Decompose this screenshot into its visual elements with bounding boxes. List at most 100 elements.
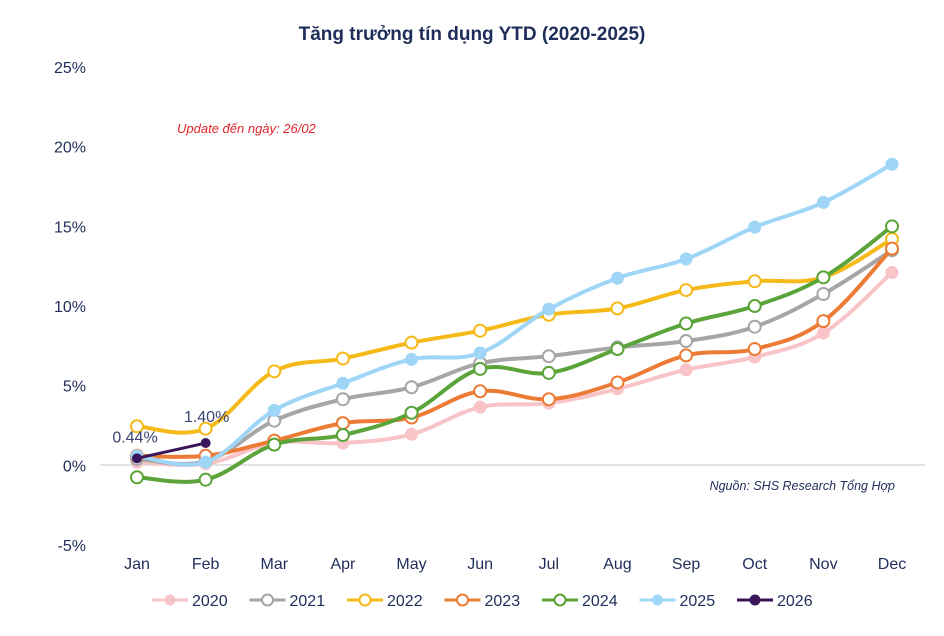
data-point	[335, 416, 350, 431]
data-point	[404, 380, 419, 395]
data-point	[473, 323, 488, 338]
series-line	[136, 441, 206, 460]
data-point	[885, 241, 899, 256]
legend-item-2022: 2022	[347, 593, 423, 610]
data-point	[679, 363, 693, 377]
y-tick-label: 0%	[63, 458, 86, 475]
legend-marker	[358, 593, 372, 607]
y-tick-label: 15%	[54, 219, 86, 236]
data-point	[405, 352, 419, 366]
data-point	[473, 361, 488, 376]
legend: 2020 2021 2022 2023 2024 2025 2026	[152, 593, 813, 610]
legend-item-2024: 2024	[542, 593, 618, 610]
y-tick-label: 5%	[63, 379, 86, 396]
data-point	[610, 271, 624, 285]
legend-item-2025: 2025	[639, 593, 716, 610]
x-tick-label: Nov	[809, 556, 837, 573]
legend-item-2026: 2026	[737, 593, 813, 610]
legend-label: 2025	[680, 593, 716, 610]
y-tick-label: 20%	[54, 140, 86, 157]
data-point	[267, 364, 282, 379]
series-2022	[130, 232, 899, 436]
x-tick-label: Jul	[539, 556, 559, 573]
legend-marker	[553, 593, 567, 607]
data-point	[747, 274, 762, 289]
x-tick-label: Jun	[467, 556, 493, 573]
data-point	[679, 252, 693, 266]
data-point	[610, 342, 625, 357]
data-point	[610, 301, 625, 316]
legend-marker	[749, 594, 761, 606]
data-point	[335, 351, 350, 366]
series-lines	[130, 157, 899, 487]
y-tick-label: 10%	[54, 299, 86, 316]
data-point	[816, 314, 831, 329]
data-point	[132, 453, 142, 464]
data-point	[198, 472, 213, 487]
legend-label: 2022	[387, 593, 423, 610]
data-point	[541, 349, 556, 364]
x-tick-label: Oct	[742, 556, 767, 573]
data-point	[679, 316, 694, 331]
legend-item-2023: 2023	[444, 593, 521, 610]
legend-label: 2026	[777, 593, 813, 610]
chart-title: Tăng trưởng tín dụng YTD (2020-2025)	[299, 24, 646, 45]
data-point	[610, 375, 625, 390]
data-point	[816, 326, 830, 340]
data-point	[473, 400, 487, 414]
legend-marker	[261, 593, 274, 607]
data-point	[267, 437, 282, 452]
data-point	[200, 438, 211, 449]
data-point	[816, 195, 830, 209]
legend-label: 2021	[290, 593, 326, 610]
data-point	[335, 392, 350, 407]
data-point	[679, 334, 694, 349]
update-annotation: Update đến ngày: 26/02	[177, 121, 317, 136]
data-point	[199, 455, 213, 469]
x-tick-label: Aug	[603, 556, 631, 573]
data-point	[473, 384, 488, 399]
data-point	[198, 421, 213, 436]
data-label: 1.40%	[184, 409, 229, 426]
series-2026	[132, 438, 211, 464]
data-point	[679, 283, 694, 298]
data-label: 0.44%	[112, 429, 157, 446]
data-point	[542, 302, 556, 316]
x-tick-label: Feb	[192, 556, 220, 573]
data-point	[885, 266, 899, 280]
data-point	[335, 428, 350, 443]
data-point	[816, 270, 831, 285]
data-point	[473, 346, 487, 360]
data-point	[747, 319, 762, 334]
data-point	[404, 405, 419, 420]
x-tick-label: Sep	[672, 556, 701, 573]
x-tick-label: May	[396, 556, 426, 573]
y-tick-label: 25%	[54, 60, 86, 77]
data-point	[405, 427, 419, 441]
data-point	[130, 470, 144, 485]
y-axis: 25% 20% 15% 10% 5% 0% -5%	[54, 60, 86, 555]
series-line	[136, 248, 894, 466]
data-point	[130, 419, 144, 434]
legend-item-2021: 2021	[249, 593, 326, 610]
data-point	[267, 403, 281, 417]
data-point	[816, 287, 831, 302]
y-tick-label: -5%	[58, 538, 86, 555]
legend-marker	[164, 594, 176, 606]
legend-label: 2020	[192, 593, 228, 610]
data-point	[336, 376, 350, 390]
data-point	[679, 348, 694, 363]
series-2024	[130, 219, 899, 487]
legend-item-2020: 2020	[152, 593, 228, 610]
x-axis: Jan Feb Mar Apr May Jun Jul Aug Sep Oct Nov Dec	[124, 556, 906, 573]
data-point	[747, 342, 762, 357]
legend-label: 2024	[582, 593, 618, 610]
data-point	[541, 392, 556, 407]
x-tick-label: Mar	[260, 556, 288, 573]
x-tick-label: Apr	[330, 556, 356, 573]
legend-label: 2023	[485, 593, 521, 610]
data-labels: 0.44% 1.40%	[112, 409, 229, 446]
series-line	[136, 162, 893, 467]
data-point	[747, 299, 762, 313]
series-line	[136, 224, 894, 484]
